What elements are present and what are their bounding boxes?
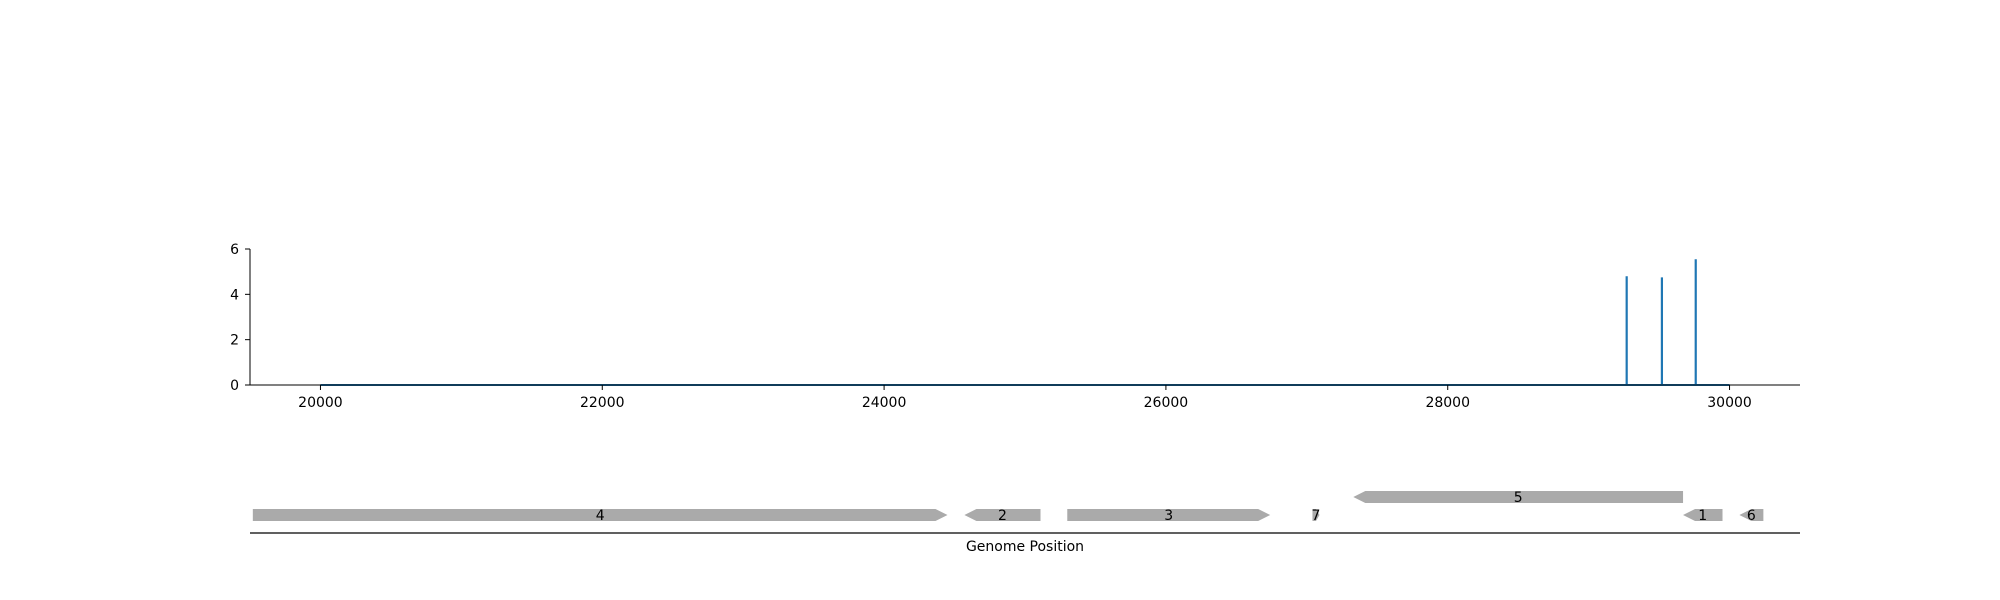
gene-feature: [1739, 509, 1764, 521]
gene-feature-label: 1: [1698, 508, 1707, 524]
x-tick-label: 30000: [1707, 395, 1752, 411]
x-tick-label: 24000: [862, 395, 907, 411]
y-tick-label: 0: [230, 378, 239, 394]
y-tick-label: 4: [230, 287, 239, 303]
gene-feature: [1067, 509, 1271, 521]
gene-feature-label: 3: [1164, 508, 1173, 524]
x-tick-label: 26000: [1144, 395, 1189, 411]
gene-feature-label: 2: [998, 508, 1007, 524]
gene-feature: [1312, 509, 1320, 521]
gene-feature-label: 5: [1514, 490, 1523, 506]
x-tick-label: 28000: [1425, 395, 1470, 411]
x-tick-label: 20000: [298, 395, 343, 411]
gene-feature: [1353, 491, 1684, 503]
gene-feature: [1683, 509, 1723, 521]
gene-feature: [252, 509, 948, 521]
y-tick-label: 6: [230, 242, 239, 258]
y-tick-label: 2: [230, 333, 239, 349]
coverage-plot: 0 2 4 6 20000 22000 24000 26000 28000 30000: [230, 242, 1800, 411]
x-tick-label: 22000: [580, 395, 625, 411]
gene-feature-label: 7: [1312, 508, 1321, 524]
gene-track: 4 2 3 7 5 1 6 Genome Position: [250, 490, 1800, 555]
gene-feature-label: 6: [1747, 508, 1756, 524]
x-axis-label: Genome Position: [966, 539, 1084, 555]
gene-feature: [964, 509, 1041, 521]
gene-feature-label: 4: [596, 508, 605, 524]
